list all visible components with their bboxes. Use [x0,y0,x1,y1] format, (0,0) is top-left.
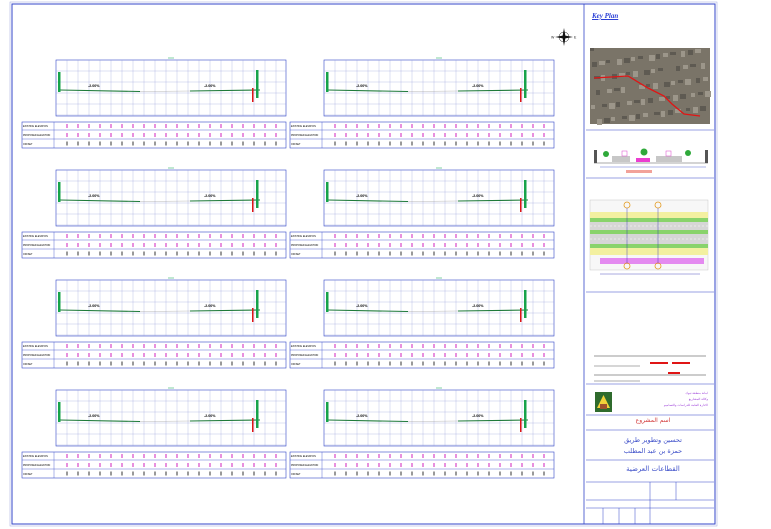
cross-section-panel: -2.00% -2.00% EXISTING ELEVATION PROPOSED E… [21,387,287,479]
cross-section-panel: -2.00% -2.00% EXISTING ELEVATION PROPOSED E… [289,57,555,149]
grade-label-right: -2.00% [204,84,216,88]
table-row-label: EXISTING ELEVATION [23,125,48,128]
grade-label-right: -2.00% [204,194,216,198]
outer-border [11,3,716,525]
cross-section-panel: -2.00% -2.00% EXISTING ELEVATION PROPOSED E… [289,277,555,369]
table-row-label: EXISTING ELEVATION [291,455,316,458]
table-row-label: EXISTING ELEVATION [291,345,316,348]
table-row-label: PROPOSED ELEVATION [23,134,51,137]
grade-label-left: -2.00% [88,194,100,198]
table-row-label: OFFSET [291,253,301,256]
grade-label-left: -2.00% [356,414,368,418]
table-row-label: EXISTING ELEVATION [23,345,48,348]
authority-line-3: الادارة العامة للدراسات والتصاميم [663,403,708,407]
table-row-label: EXISTING ELEVATION [291,125,316,128]
grade-label-left: -2.00% [356,304,368,308]
table-row-label: EXISTING ELEVATION [23,235,48,238]
grade-label-right: -2.00% [204,414,216,418]
grade-label-left: -2.00% [356,84,368,88]
table-row-label: OFFSET [291,473,301,476]
authority-logo [595,392,612,412]
authority-line-1: امانة منطقة تبوك [685,391,708,395]
north-arrow-icon: W E [551,28,577,46]
key-plan-map [590,48,711,125]
table-row-label: OFFSET [23,363,33,366]
cross-sections-area: -2.00% -2.00% EXISTING ELEVATION PROPOSED E… [21,57,555,479]
plan-view-thumbnail [589,199,709,275]
drawing-title: القطاعات العرضية [626,465,680,473]
table-row-label: PROPOSED ELEVATION [291,244,319,247]
table-row-label: OFFSET [291,143,301,146]
typical-section-thumbnail [594,148,708,173]
grade-label-right: -2.00% [472,414,484,418]
table-row-label: OFFSET [23,473,33,476]
project-name-line-2: حمزة بن عبد المطلب [623,447,683,455]
cross-section-panel: -2.00% -2.00% EXISTING ELEVATION PROPOSED E… [289,167,555,259]
cross-section-panel: -2.00% -2.00% EXISTING ELEVATION PROPOSED E… [289,387,555,479]
grade-label-right: -2.00% [204,304,216,308]
signature-table [586,482,714,524]
table-row-label: EXISTING ELEVATION [291,235,316,238]
key-plan-title: Key Plan [592,12,619,20]
grade-label-left: -2.00% [88,84,100,88]
svg-text:E: E [574,36,577,40]
svg-text:W: W [551,36,555,40]
grade-label-right: -2.00% [472,84,484,88]
grade-label-left: -2.00% [88,414,100,418]
table-row-label: OFFSET [291,363,301,366]
table-row-label: PROPOSED ELEVATION [23,464,51,467]
grade-label-right: -2.00% [472,194,484,198]
table-row-label: PROPOSED ELEVATION [291,134,319,137]
table-row-label: OFFSET [23,253,33,256]
project-name-line-1: تحسين وتطوير طريق [624,436,682,444]
table-row-label: PROPOSED ELEVATION [23,354,51,357]
table-row-label: PROPOSED ELEVATION [23,244,51,247]
cross-section-panel: -2.00% -2.00% EXISTING ELEVATION PROPOSED E… [21,277,287,369]
table-row-label: EXISTING ELEVATION [23,455,48,458]
authority-line-2: وكالة المشاريع [688,397,708,401]
grade-label-left: -2.00% [356,194,368,198]
scale-legend [594,355,706,382]
project-label: اسم المشروع [635,417,671,424]
cross-section-panel: -2.00% -2.00% EXISTING ELEVATION PROPOSED E… [21,57,287,149]
grade-label-right: -2.00% [472,304,484,308]
cross-section-panel: -2.00% -2.00% EXISTING ELEVATION PROPOSED E… [21,167,287,259]
table-row-label: OFFSET [23,143,33,146]
grade-label-left: -2.00% [88,304,100,308]
table-row-label: PROPOSED ELEVATION [291,464,319,467]
table-row-label: PROPOSED ELEVATION [291,354,319,357]
